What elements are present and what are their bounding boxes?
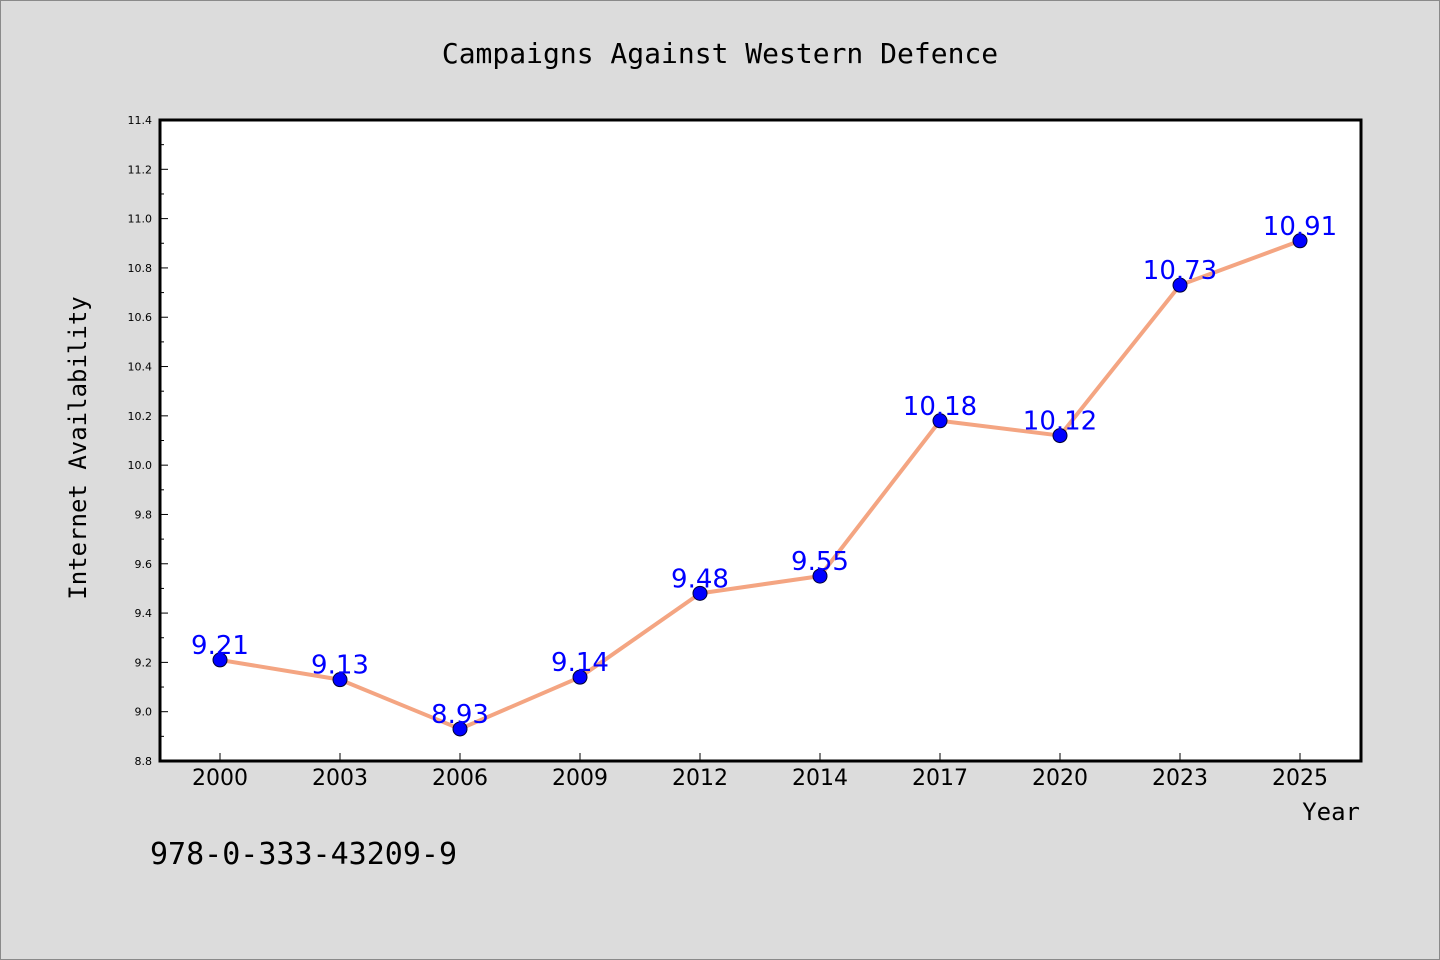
x-tick-label: 2025: [1272, 766, 1328, 791]
y-tick-label: 10.8: [128, 262, 153, 275]
series-markers: [212, 233, 1308, 737]
y-tick-label: 9.0: [135, 706, 153, 719]
data-label: 10.91: [1263, 212, 1337, 242]
x-tick-label: 2014: [792, 766, 848, 791]
y-axis: 8.8 9.0 9.2 9.4 9.6 9.8 10.0 10.2 10.4 10.6 10.8 11…: [128, 114, 168, 768]
data-labels: 9.21 9.13 8.93 9.14 9.48 9.55 10.18 10.12 10.73 1…: [191, 212, 1337, 730]
data-point: [572, 669, 588, 685]
plot-area: [158, 118, 1363, 763]
data-label: 9.21: [191, 631, 249, 661]
y-tick-label: 11.2: [128, 163, 153, 176]
y-axis-label: Internet Availability: [64, 296, 92, 599]
y-tick-label: 10.4: [128, 361, 153, 374]
x-axis-label: Year: [1302, 798, 1360, 826]
data-label: 10.12: [1023, 407, 1097, 437]
x-tick-label: 2009: [552, 766, 608, 791]
data-label: 9.48: [671, 564, 729, 594]
x-tick-label: 2017: [912, 766, 968, 791]
y-tick-label: 8.8: [135, 755, 153, 768]
data-label: 9.13: [311, 651, 369, 681]
series-line: [219, 238, 1301, 731]
data-point: [452, 721, 468, 737]
y-tick-label: 9.2: [135, 656, 153, 669]
isbn-annotation: 978-0-333-43209-9: [150, 837, 457, 872]
x-axis: 2000 2003 2006 2009 2012 2014 2017 2020 2023 2025: [192, 753, 1328, 791]
chart-title: Campaigns Against Western Defence: [442, 37, 998, 70]
y-tick-label: 11.4: [128, 114, 153, 127]
data-point: [1172, 277, 1188, 293]
data-point: [212, 652, 228, 668]
y-tick-label: 10.2: [128, 410, 153, 423]
series-polyline: [219, 238, 1301, 731]
data-label: 10.18: [903, 392, 977, 422]
data-label: 10.73: [1143, 256, 1217, 286]
data-point: [812, 568, 828, 584]
x-tick-label: 2006: [432, 766, 488, 791]
data-point: [1292, 233, 1308, 249]
x-tick-label: 2012: [672, 766, 728, 791]
y-tick-label: 9.8: [135, 508, 153, 521]
x-tick-label: 2000: [192, 766, 248, 791]
y-tick-label: 9.6: [135, 558, 153, 571]
x-tick-label: 2023: [1152, 766, 1208, 791]
y-tick-label: 10.0: [128, 459, 153, 472]
data-label: 9.55: [791, 547, 849, 577]
y-tick-label: 9.4: [135, 607, 153, 620]
data-label: 8.93: [431, 700, 489, 730]
data-point: [692, 585, 708, 601]
data-point: [932, 413, 948, 429]
y-tick-label: 10.6: [128, 311, 153, 324]
x-tick-label: 2003: [312, 766, 368, 791]
x-tick-label: 2020: [1032, 766, 1088, 791]
data-label: 9.14: [551, 648, 609, 678]
data-point: [332, 672, 348, 688]
y-tick-label: 11.0: [128, 213, 153, 226]
data-point: [1052, 428, 1068, 444]
